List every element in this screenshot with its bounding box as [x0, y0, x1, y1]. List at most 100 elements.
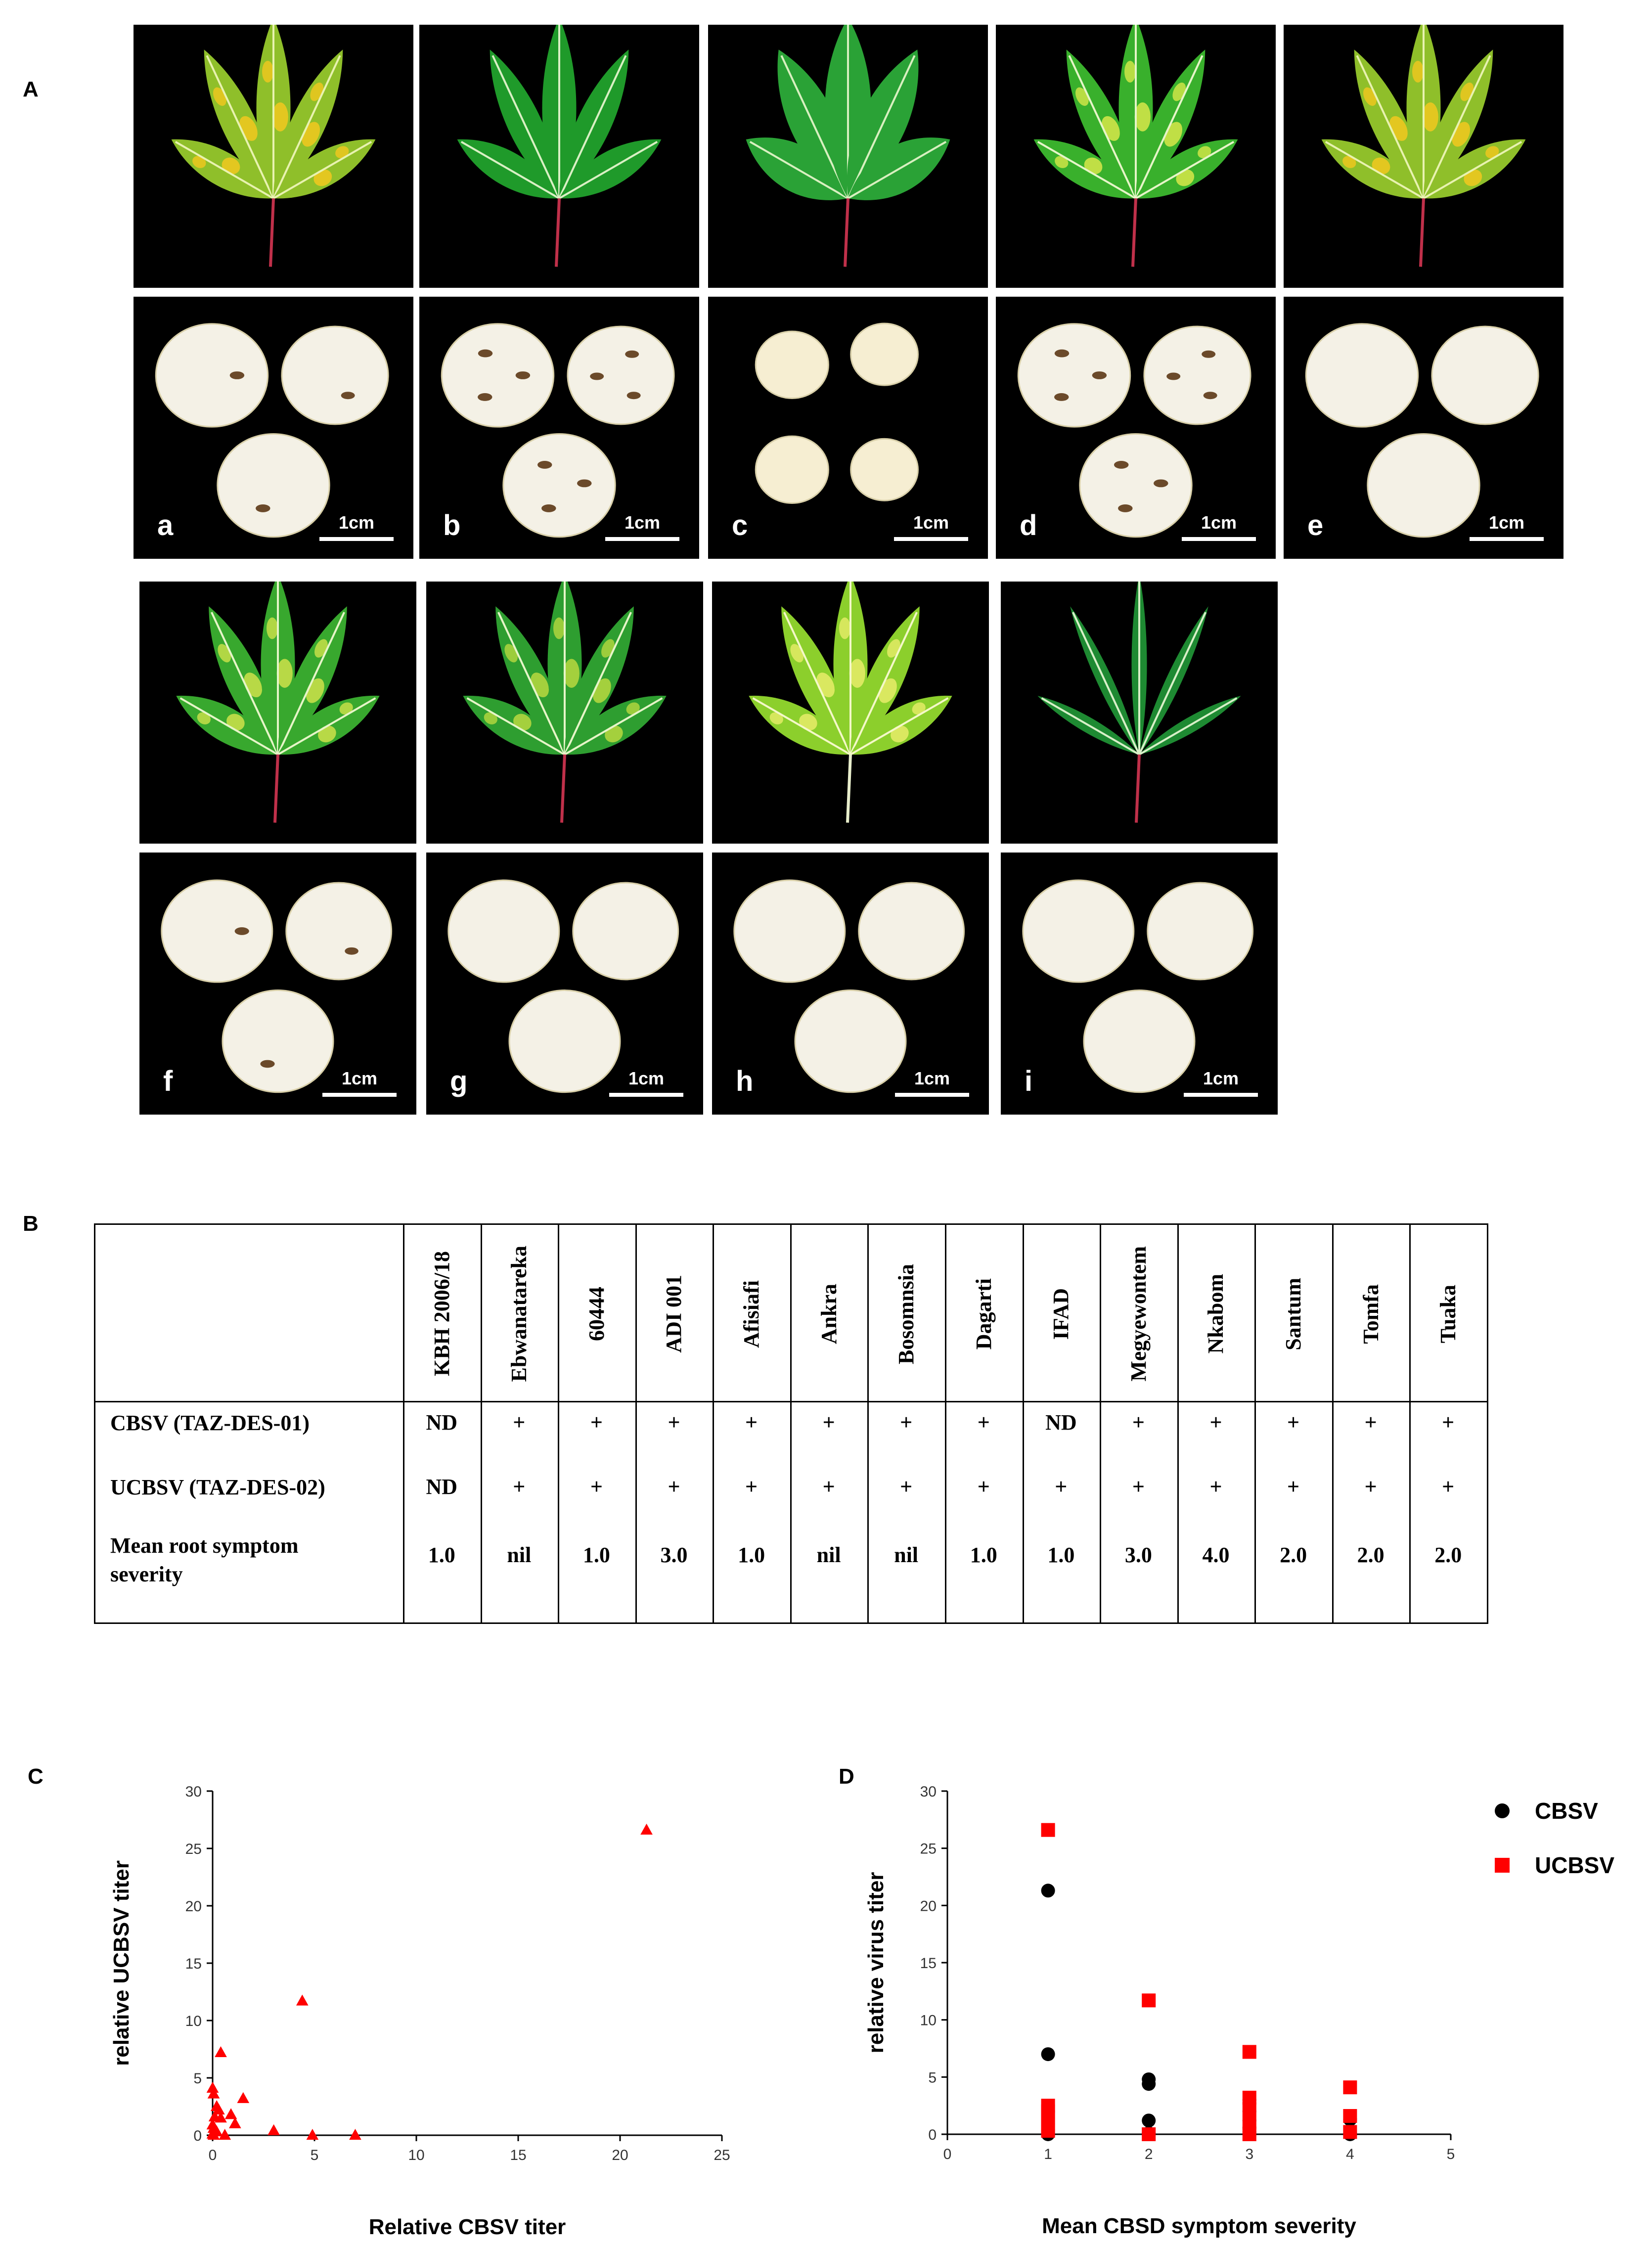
table-column-divider: [558, 1225, 560, 1622]
table-column-header: Afisiafi: [713, 1230, 790, 1398]
photo-letter-a: a: [157, 509, 174, 541]
scale-bar-label: 1cm: [913, 512, 949, 533]
table-column-header: Tuaka: [1409, 1230, 1487, 1398]
column-header-text: 60444: [584, 1287, 609, 1341]
row-label-line: severity: [110, 1562, 183, 1586]
column-header-text: Tuaka: [1436, 1284, 1461, 1344]
scale-bar-line: [1470, 537, 1544, 541]
data-point: [213, 2103, 225, 2115]
panel-label-c: C: [28, 1764, 44, 1789]
table-cell: +: [668, 1410, 680, 1435]
x-axis-label: Mean CBSD symptom severity: [1042, 2214, 1356, 2238]
table-column-divider: [480, 1225, 482, 1622]
column-header-text: Bosomnsia: [894, 1263, 919, 1364]
leaf-photo-c: [708, 25, 988, 288]
y-tick-label: 0: [928, 2127, 937, 2143]
scale-bar-line: [1182, 537, 1256, 541]
legend-label: UCBSV: [1535, 1852, 1614, 1878]
data-point: [1343, 2109, 1357, 2123]
data-point: [215, 2112, 227, 2123]
table-column-header: Ebwanatareka: [481, 1230, 558, 1398]
scale-bar-label: 1cm: [914, 1068, 950, 1088]
scale-bar-label: 1cm: [1488, 512, 1525, 533]
scale-bar-label: 1cm: [1203, 1068, 1239, 1088]
data-point: [1142, 2113, 1156, 2128]
scale-bar: 1cm: [605, 512, 679, 541]
table-cell: ND: [426, 1410, 458, 1435]
leaf-photo-g: [426, 582, 703, 844]
table-cell: +: [590, 1475, 603, 1499]
data-point: [268, 2124, 280, 2135]
column-header-text: Ebwanatareka: [507, 1246, 532, 1382]
table-row-label: UCBSV (TAZ-DES-02): [110, 1473, 325, 1502]
table-column-divider: [1409, 1225, 1411, 1622]
x-tick-label: 10: [408, 2147, 424, 2163]
x-tick-label: 0: [943, 2146, 952, 2162]
data-point: [1041, 2124, 1055, 2138]
scale-bar-line: [609, 1093, 683, 1097]
table-cell: +: [1287, 1475, 1300, 1499]
table-column-header: IFAD: [1023, 1230, 1100, 1398]
table-cell: +: [1132, 1410, 1145, 1435]
scale-bar-line: [322, 1093, 397, 1097]
table-cell: nil: [507, 1543, 532, 1567]
data-point: [1242, 2045, 1256, 2059]
table-column-divider: [713, 1225, 714, 1622]
table-cell: +: [1209, 1410, 1222, 1435]
table-column-header: Megyewontem: [1100, 1230, 1177, 1398]
data-point: [349, 2129, 361, 2140]
table-cell: +: [513, 1475, 526, 1499]
photo-letter-i: i: [1025, 1065, 1033, 1097]
root-photo-a: a 1cm: [134, 297, 413, 559]
y-axis-label: relative virus titer: [864, 1872, 888, 2054]
table-column-divider: [1177, 1225, 1179, 1622]
table-row-label: CBSV (TAZ-DES-01): [110, 1409, 310, 1438]
table-cell: 2.0: [1357, 1543, 1384, 1567]
root-photo-c: c 1cm: [708, 297, 988, 559]
column-header-text: ADI 001: [662, 1275, 686, 1353]
data-point: [1142, 2127, 1156, 2141]
table-column-header: Ankra: [790, 1230, 868, 1398]
table-cell: nil: [894, 1543, 919, 1567]
table-cell: +: [1287, 1410, 1300, 1435]
column-header-text: KBH 2006/18: [429, 1251, 454, 1377]
table-cell: +: [745, 1410, 758, 1435]
leaf-photo-a: [134, 25, 413, 288]
scale-bar: 1cm: [609, 1068, 683, 1097]
data-point: [228, 2117, 241, 2128]
scale-bar-label: 1cm: [338, 512, 375, 533]
root-photo-b: b 1cm: [419, 297, 699, 559]
scatter-chart-cbsv-vs-ucbsv: 0 5 10 15 20 25 30 0 5 10 15 20 25 Relative CBSV tite…: [109, 1784, 730, 2239]
table-column-header: Dagarti: [945, 1230, 1023, 1398]
table-cell: +: [668, 1475, 680, 1499]
table-cell: 1.0: [428, 1543, 455, 1567]
root-photo-i: i 1cm: [1001, 853, 1278, 1115]
table-cell: 1.0: [738, 1543, 765, 1567]
x-tick-label: 5: [311, 2147, 319, 2163]
data-point: [206, 2127, 219, 2139]
y-tick-label: 25: [185, 1841, 202, 1857]
y-tick-label: 5: [928, 2069, 937, 2086]
photo-letter-c: c: [732, 509, 748, 541]
data-point: [640, 1823, 653, 1835]
legend-marker: [1495, 1803, 1510, 1818]
table-cell: ND: [1045, 1410, 1077, 1435]
scale-bar: 1cm: [895, 1068, 969, 1097]
scale-bar-label: 1cm: [628, 1068, 665, 1088]
row-label-line: Mean root symptom: [110, 1533, 299, 1558]
legend-label: CBSV: [1535, 1798, 1598, 1824]
photo-letter-f: f: [163, 1065, 173, 1097]
column-header-text: Nkabom: [1204, 1274, 1228, 1354]
table-cell: +: [977, 1410, 990, 1435]
table-column-divider: [1022, 1225, 1024, 1622]
table-cell: +: [1364, 1475, 1377, 1499]
data-point: [1041, 1823, 1055, 1837]
table-cell: 1.0: [970, 1543, 997, 1567]
panel-label-d: D: [839, 1764, 854, 1789]
y-axis-label: relative UCBSV titer: [109, 1860, 134, 2066]
table-cell: +: [822, 1475, 835, 1499]
table-cell: 1.0: [582, 1543, 610, 1567]
y-tick-label: 25: [920, 1841, 937, 1857]
photo-letter-e: e: [1307, 509, 1324, 541]
data-point: [296, 1994, 309, 2006]
